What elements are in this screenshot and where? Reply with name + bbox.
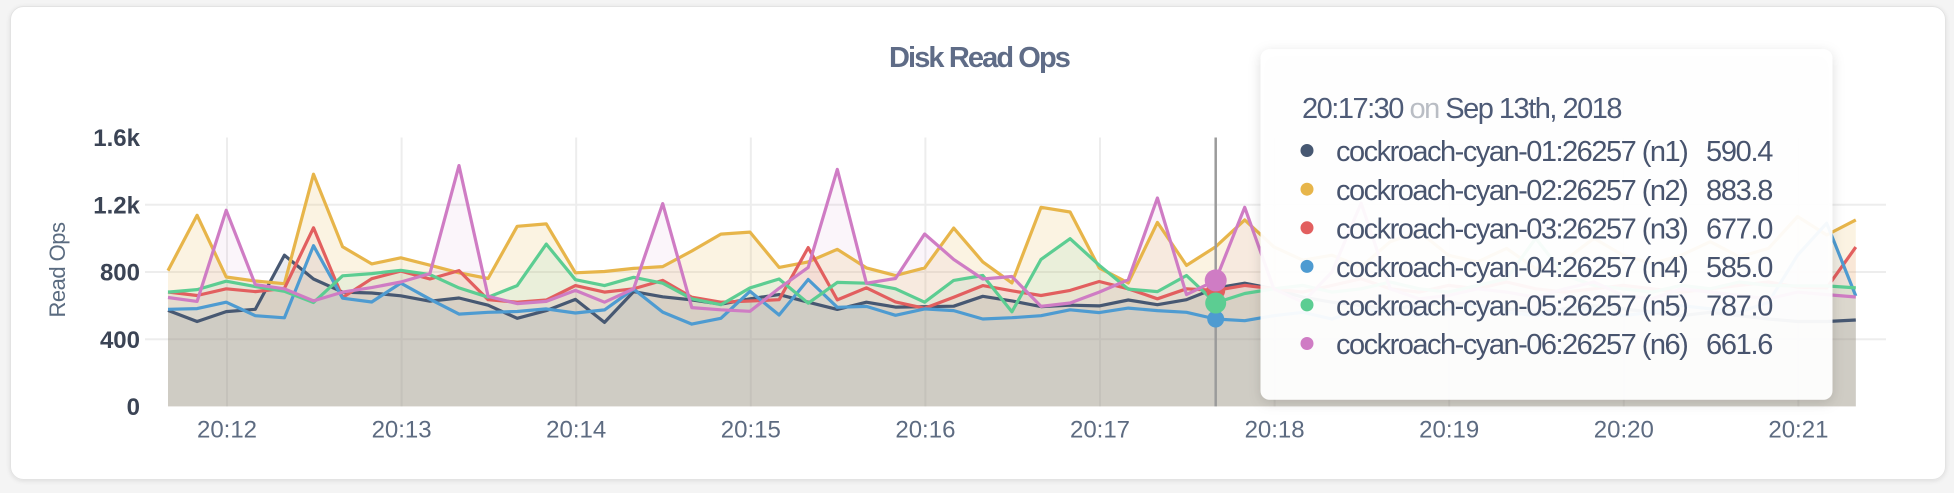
svg-text:883.8: 883.8 (1706, 175, 1772, 207)
svg-text:20:17:30 on Sep 13th, 2018: 20:17:30 on Sep 13th, 2018 (1302, 93, 1621, 125)
svg-text:20:21: 20:21 (1768, 416, 1828, 443)
svg-text:661.6: 661.6 (1706, 329, 1772, 361)
svg-text:20:16: 20:16 (895, 416, 955, 443)
svg-text:677.0: 677.0 (1706, 213, 1772, 245)
svg-text:1.6k: 1.6k (93, 125, 140, 152)
svg-text:20:18: 20:18 (1245, 416, 1305, 443)
svg-text:cockroach-cyan-05:26257 (n5): cockroach-cyan-05:26257 (n5) (1336, 291, 1687, 323)
svg-text:20:15: 20:15 (721, 416, 781, 443)
svg-text:cockroach-cyan-01:26257 (n1): cockroach-cyan-01:26257 (n1) (1336, 136, 1687, 168)
svg-text:20:14: 20:14 (546, 416, 606, 443)
svg-text:400: 400 (100, 327, 140, 354)
svg-text:787.0: 787.0 (1706, 291, 1772, 323)
svg-text:Read Ops: Read Ops (45, 222, 70, 318)
svg-text:cockroach-cyan-04:26257 (n4): cockroach-cyan-04:26257 (n4) (1336, 252, 1687, 284)
svg-text:1.2k: 1.2k (93, 192, 140, 219)
svg-text:800: 800 (100, 260, 140, 287)
svg-text:585.0: 585.0 (1706, 252, 1772, 284)
svg-text:20:19: 20:19 (1419, 416, 1479, 443)
svg-text:cockroach-cyan-03:26257 (n3): cockroach-cyan-03:26257 (n3) (1336, 213, 1687, 245)
svg-text:20:17: 20:17 (1070, 416, 1130, 443)
svg-text:cockroach-cyan-02:26257 (n2): cockroach-cyan-02:26257 (n2) (1336, 175, 1687, 207)
svg-text:20:13: 20:13 (372, 416, 432, 443)
svg-text:cockroach-cyan-06:26257 (n6): cockroach-cyan-06:26257 (n6) (1336, 329, 1687, 361)
svg-text:0: 0 (127, 394, 140, 421)
svg-text:Disk Read Ops: Disk Read Ops (889, 42, 1070, 74)
svg-text:590.4: 590.4 (1706, 136, 1773, 168)
svg-text:20:20: 20:20 (1594, 416, 1654, 443)
svg-text:20:12: 20:12 (197, 416, 257, 443)
